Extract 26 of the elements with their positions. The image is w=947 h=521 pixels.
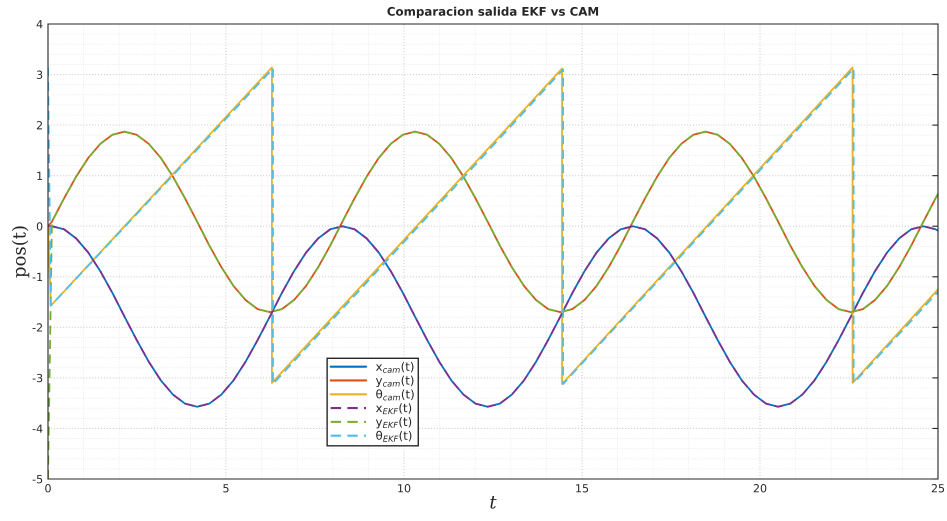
x-tick-label: 15 — [576, 484, 588, 492]
y-tick-label: -2 — [32, 323, 42, 332]
y-tick-label: 4 — [36, 20, 43, 28]
legend-label: x$_{EKF}$(t) — [376, 403, 412, 414]
legend-label: θ$_{EKF}$(t) — [376, 430, 412, 442]
y-axis-title: pos(t) — [12, 226, 30, 278]
y-tick-label: -5 — [32, 475, 42, 484]
x-tick-label: 0 — [45, 484, 51, 492]
x-tick-label: 5 — [223, 484, 229, 492]
legend-label: θ$_{cam}$(t) — [376, 389, 414, 400]
x-tick-label: 25 — [932, 484, 944, 492]
y-tick-label: -3 — [32, 374, 42, 382]
y-tick-label: -4 — [32, 424, 43, 433]
y-tick-label: -1 — [32, 272, 42, 281]
x-tick-label: 10 — [398, 484, 410, 492]
chart-title: Comparacion salida EKF vs CAM — [387, 6, 598, 18]
x-tick-label: 20 — [754, 484, 766, 492]
line-series — [48, 66, 938, 385]
legend-label: y$_{cam}$(t) — [376, 376, 414, 388]
y-tick-label: 3 — [36, 70, 42, 79]
legend-label: x$_{cam}$(t) — [376, 362, 414, 373]
x-axis-title: t — [490, 496, 497, 509]
y-tick-label: 0 — [36, 222, 42, 231]
legend-label: y$_{EKF}$(t) — [376, 417, 412, 428]
y-tick-label: 2 — [36, 121, 42, 130]
y-tick-label: 1 — [37, 172, 42, 180]
